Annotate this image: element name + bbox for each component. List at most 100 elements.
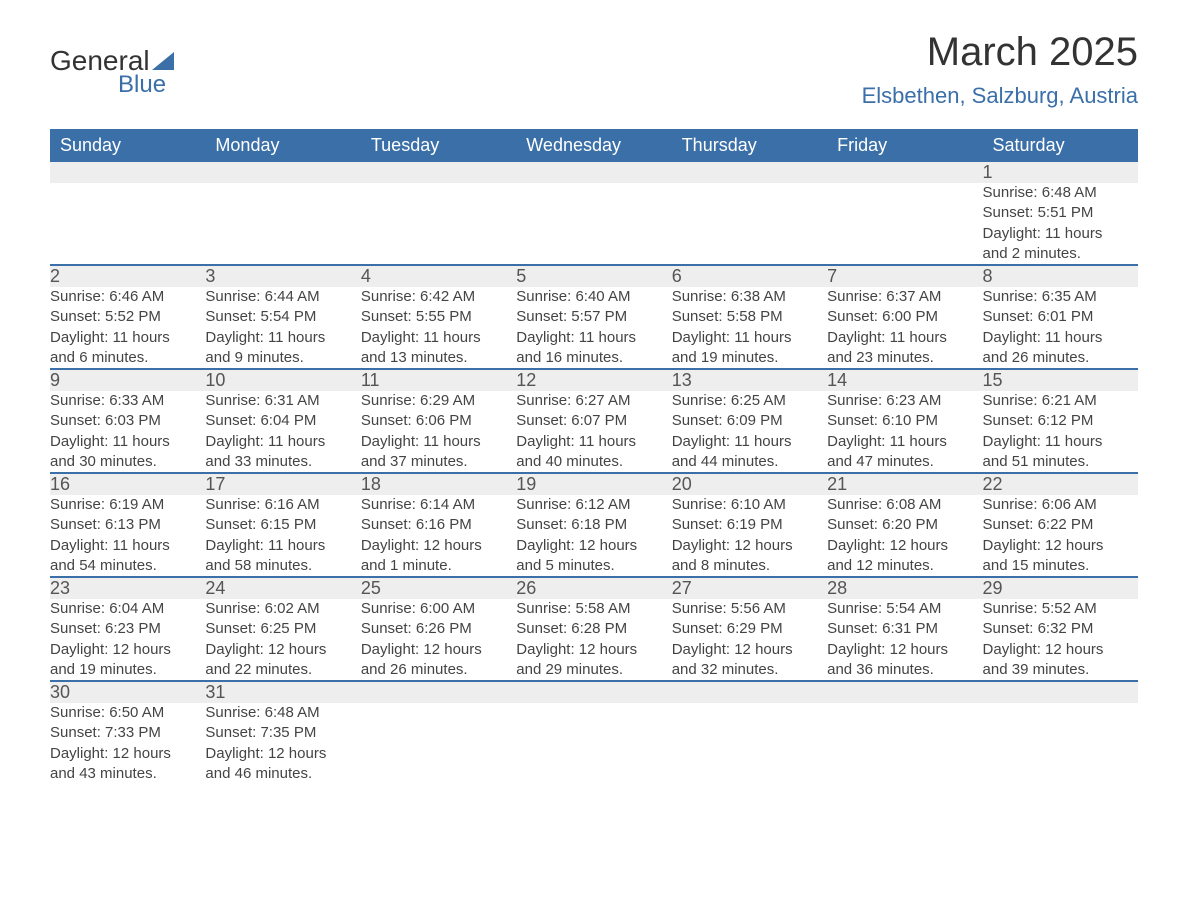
- daylight-text: and 19 minutes.: [672, 348, 827, 368]
- daylight-text: and 22 minutes.: [205, 660, 360, 680]
- day-content-row: Sunrise: 6:04 AMSunset: 6:23 PMDaylight:…: [50, 599, 1138, 681]
- sunset-text: Sunset: 6:22 PM: [983, 515, 1138, 535]
- sunrise-text: Sunrise: 6:27 AM: [516, 391, 671, 411]
- weekday-header: Saturday: [983, 129, 1138, 162]
- day-cell: Sunrise: 6:23 AMSunset: 6:10 PMDaylight:…: [827, 391, 982, 473]
- daylight-text: Daylight: 12 hours: [361, 536, 516, 556]
- day-number: 9: [50, 369, 205, 391]
- sunrise-text: Sunrise: 5:58 AM: [516, 599, 671, 619]
- daylight-text: and 29 minutes.: [516, 660, 671, 680]
- sunrise-text: Sunrise: 5:54 AM: [827, 599, 982, 619]
- day-number: 23: [50, 577, 205, 599]
- sunrise-text: Sunrise: 6:44 AM: [205, 287, 360, 307]
- day-number: [672, 681, 827, 703]
- day-content-row: Sunrise: 6:33 AMSunset: 6:03 PMDaylight:…: [50, 391, 1138, 473]
- weekday-header: Tuesday: [361, 129, 516, 162]
- day-number: 2: [50, 265, 205, 287]
- sunset-text: Sunset: 6:23 PM: [50, 619, 205, 639]
- day-cell: Sunrise: 6:37 AMSunset: 6:00 PMDaylight:…: [827, 287, 982, 369]
- daylight-text: Daylight: 11 hours: [827, 432, 982, 452]
- sunrise-text: Sunrise: 6:33 AM: [50, 391, 205, 411]
- day-number: [983, 681, 1138, 703]
- day-number: 29: [983, 577, 1138, 599]
- day-cell: Sunrise: 5:56 AMSunset: 6:29 PMDaylight:…: [672, 599, 827, 681]
- daylight-text: Daylight: 12 hours: [205, 744, 360, 764]
- day-cell: Sunrise: 6:48 AMSunset: 7:35 PMDaylight:…: [205, 703, 360, 784]
- day-cell: Sunrise: 6:12 AMSunset: 6:18 PMDaylight:…: [516, 495, 671, 577]
- daylight-text: Daylight: 11 hours: [361, 432, 516, 452]
- location-subtitle: Elsbethen, Salzburg, Austria: [862, 83, 1138, 109]
- daylight-text: and 40 minutes.: [516, 452, 671, 472]
- logo-text-blue: Blue: [118, 71, 166, 99]
- day-number: [827, 681, 982, 703]
- daylight-text: and 58 minutes.: [205, 556, 360, 576]
- sunrise-text: Sunrise: 6:21 AM: [983, 391, 1138, 411]
- day-cell: Sunrise: 6:02 AMSunset: 6:25 PMDaylight:…: [205, 599, 360, 681]
- day-number: 22: [983, 473, 1138, 495]
- daylight-text: Daylight: 11 hours: [672, 432, 827, 452]
- sunset-text: Sunset: 6:28 PM: [516, 619, 671, 639]
- day-cell: [516, 183, 671, 265]
- day-number-row: 9101112131415: [50, 369, 1138, 391]
- sunset-text: Sunset: 6:03 PM: [50, 411, 205, 431]
- sunset-text: Sunset: 6:20 PM: [827, 515, 982, 535]
- daylight-text: and 15 minutes.: [983, 556, 1138, 576]
- day-content-row: Sunrise: 6:48 AMSunset: 5:51 PMDaylight:…: [50, 183, 1138, 265]
- daylight-text: and 19 minutes.: [50, 660, 205, 680]
- day-cell: [361, 703, 516, 784]
- sunset-text: Sunset: 6:26 PM: [361, 619, 516, 639]
- day-cell: Sunrise: 6:08 AMSunset: 6:20 PMDaylight:…: [827, 495, 982, 577]
- daylight-text: and 8 minutes.: [672, 556, 827, 576]
- day-cell: [827, 703, 982, 784]
- day-number: 14: [827, 369, 982, 391]
- daylight-text: Daylight: 11 hours: [205, 432, 360, 452]
- day-number: 8: [983, 265, 1138, 287]
- day-number: 13: [672, 369, 827, 391]
- sunrise-text: Sunrise: 6:16 AM: [205, 495, 360, 515]
- sunrise-text: Sunrise: 6:19 AM: [50, 495, 205, 515]
- sunset-text: Sunset: 6:07 PM: [516, 411, 671, 431]
- daylight-text: Daylight: 11 hours: [50, 328, 205, 348]
- sunrise-text: Sunrise: 6:12 AM: [516, 495, 671, 515]
- sunrise-text: Sunrise: 6:35 AM: [983, 287, 1138, 307]
- day-cell: Sunrise: 6:21 AMSunset: 6:12 PMDaylight:…: [983, 391, 1138, 473]
- day-number: 28: [827, 577, 982, 599]
- sunset-text: Sunset: 5:54 PM: [205, 307, 360, 327]
- sunset-text: Sunset: 6:29 PM: [672, 619, 827, 639]
- daylight-text: and 43 minutes.: [50, 764, 205, 784]
- daylight-text: and 39 minutes.: [983, 660, 1138, 680]
- day-cell: Sunrise: 6:33 AMSunset: 6:03 PMDaylight:…: [50, 391, 205, 473]
- sunrise-text: Sunrise: 5:56 AM: [672, 599, 827, 619]
- sunset-text: Sunset: 6:00 PM: [827, 307, 982, 327]
- day-cell: Sunrise: 6:50 AMSunset: 7:33 PMDaylight:…: [50, 703, 205, 784]
- day-content-row: Sunrise: 6:46 AMSunset: 5:52 PMDaylight:…: [50, 287, 1138, 369]
- daylight-text: and 26 minutes.: [361, 660, 516, 680]
- day-cell: [361, 183, 516, 265]
- sunset-text: Sunset: 6:09 PM: [672, 411, 827, 431]
- month-title: March 2025: [862, 30, 1138, 75]
- day-cell: [672, 183, 827, 265]
- daylight-text: Daylight: 11 hours: [205, 328, 360, 348]
- sunset-text: Sunset: 5:52 PM: [50, 307, 205, 327]
- sunrise-text: Sunrise: 6:00 AM: [361, 599, 516, 619]
- day-cell: Sunrise: 6:40 AMSunset: 5:57 PMDaylight:…: [516, 287, 671, 369]
- day-number-row: 1: [50, 162, 1138, 183]
- daylight-text: Daylight: 11 hours: [516, 432, 671, 452]
- daylight-text: Daylight: 12 hours: [50, 640, 205, 660]
- daylight-text: Daylight: 11 hours: [50, 432, 205, 452]
- day-number: 18: [361, 473, 516, 495]
- sunset-text: Sunset: 6:25 PM: [205, 619, 360, 639]
- sunset-text: Sunset: 6:15 PM: [205, 515, 360, 535]
- day-number: [361, 681, 516, 703]
- logo: General Blue: [50, 45, 174, 99]
- sunrise-text: Sunrise: 6:04 AM: [50, 599, 205, 619]
- sunset-text: Sunset: 5:55 PM: [361, 307, 516, 327]
- page-header: General Blue March 2025 Elsbethen, Salzb…: [50, 30, 1138, 109]
- day-cell: Sunrise: 5:58 AMSunset: 6:28 PMDaylight:…: [516, 599, 671, 681]
- sunset-text: Sunset: 7:33 PM: [50, 723, 205, 743]
- sunset-text: Sunset: 6:12 PM: [983, 411, 1138, 431]
- sunrise-text: Sunrise: 6:40 AM: [516, 287, 671, 307]
- weekday-header: Friday: [827, 129, 982, 162]
- day-cell: Sunrise: 5:54 AMSunset: 6:31 PMDaylight:…: [827, 599, 982, 681]
- daylight-text: and 44 minutes.: [672, 452, 827, 472]
